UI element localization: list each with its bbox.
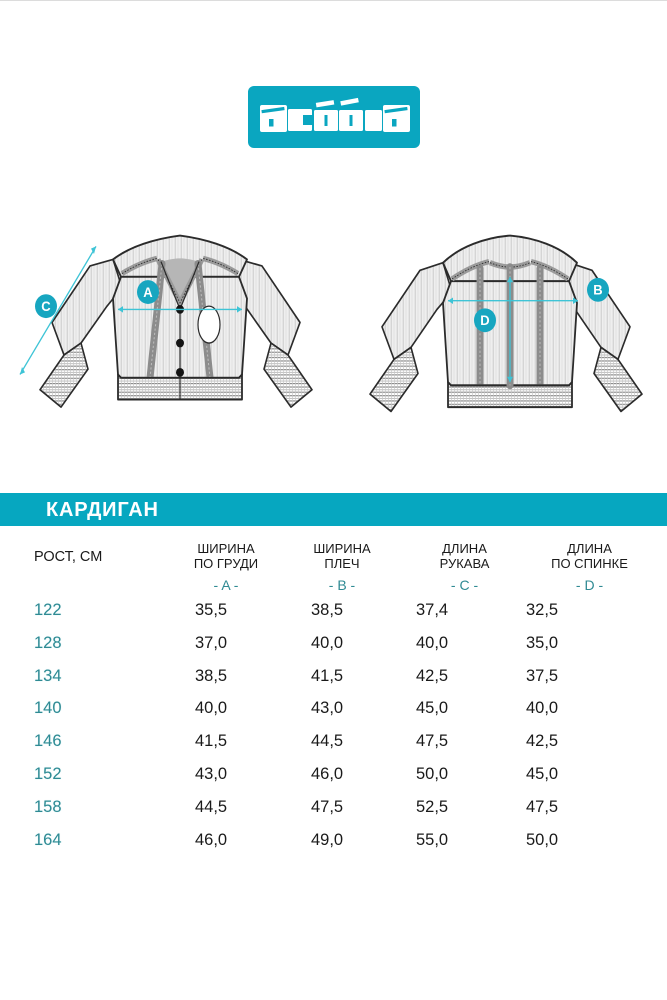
svg-text:B: B — [593, 282, 603, 298]
svg-text:A: A — [143, 284, 153, 300]
svg-text:C: C — [41, 299, 51, 315]
svg-text:D: D — [480, 313, 490, 329]
